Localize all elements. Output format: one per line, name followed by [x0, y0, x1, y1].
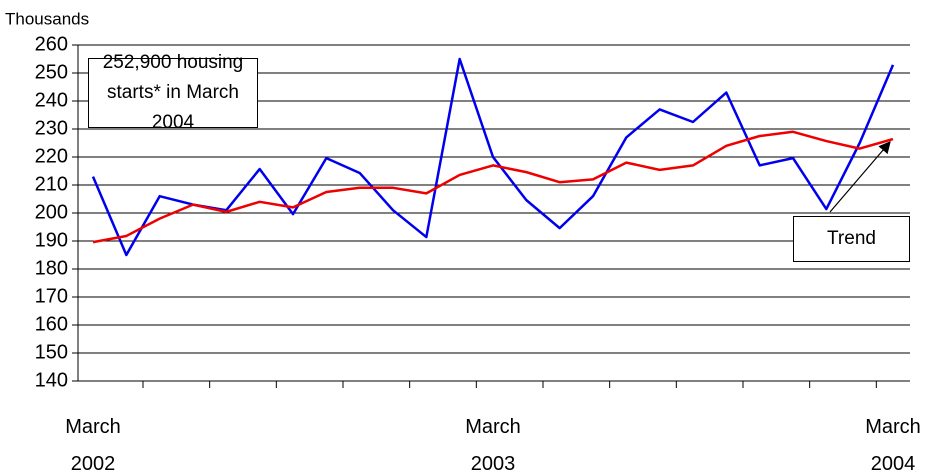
- y-tick-label: 220: [35, 145, 68, 167]
- trend-arrow: [829, 141, 891, 213]
- series-line: [91, 57, 895, 257]
- x-tick-label: March 2003: [465, 416, 521, 471]
- y-tick-label: 260: [35, 33, 68, 55]
- y-tick-label: 190: [35, 229, 68, 251]
- y-tick-label: 170: [35, 285, 68, 307]
- y-tick-label: 230: [35, 117, 68, 139]
- y-tick-label: 250: [35, 61, 68, 83]
- trend-label: Trend: [793, 216, 910, 262]
- y-tick-label: 160: [35, 313, 68, 335]
- y-tick-label: 180: [35, 257, 68, 279]
- y-axis-label: Thousands: [5, 9, 89, 28]
- y-tick-label: 240: [35, 89, 68, 111]
- annotation: 252,900 housing starts* in March 2004: [88, 52, 258, 133]
- y-tick-label: 210: [35, 173, 68, 195]
- y-tick-label: 150: [35, 341, 68, 363]
- x-tick-label: March 2002: [65, 416, 121, 471]
- series-line: [92, 130, 894, 244]
- x-tick-label: March 2004: [865, 416, 921, 471]
- y-tick-label: 200: [35, 201, 68, 223]
- y-tick-label: 140: [35, 369, 68, 391]
